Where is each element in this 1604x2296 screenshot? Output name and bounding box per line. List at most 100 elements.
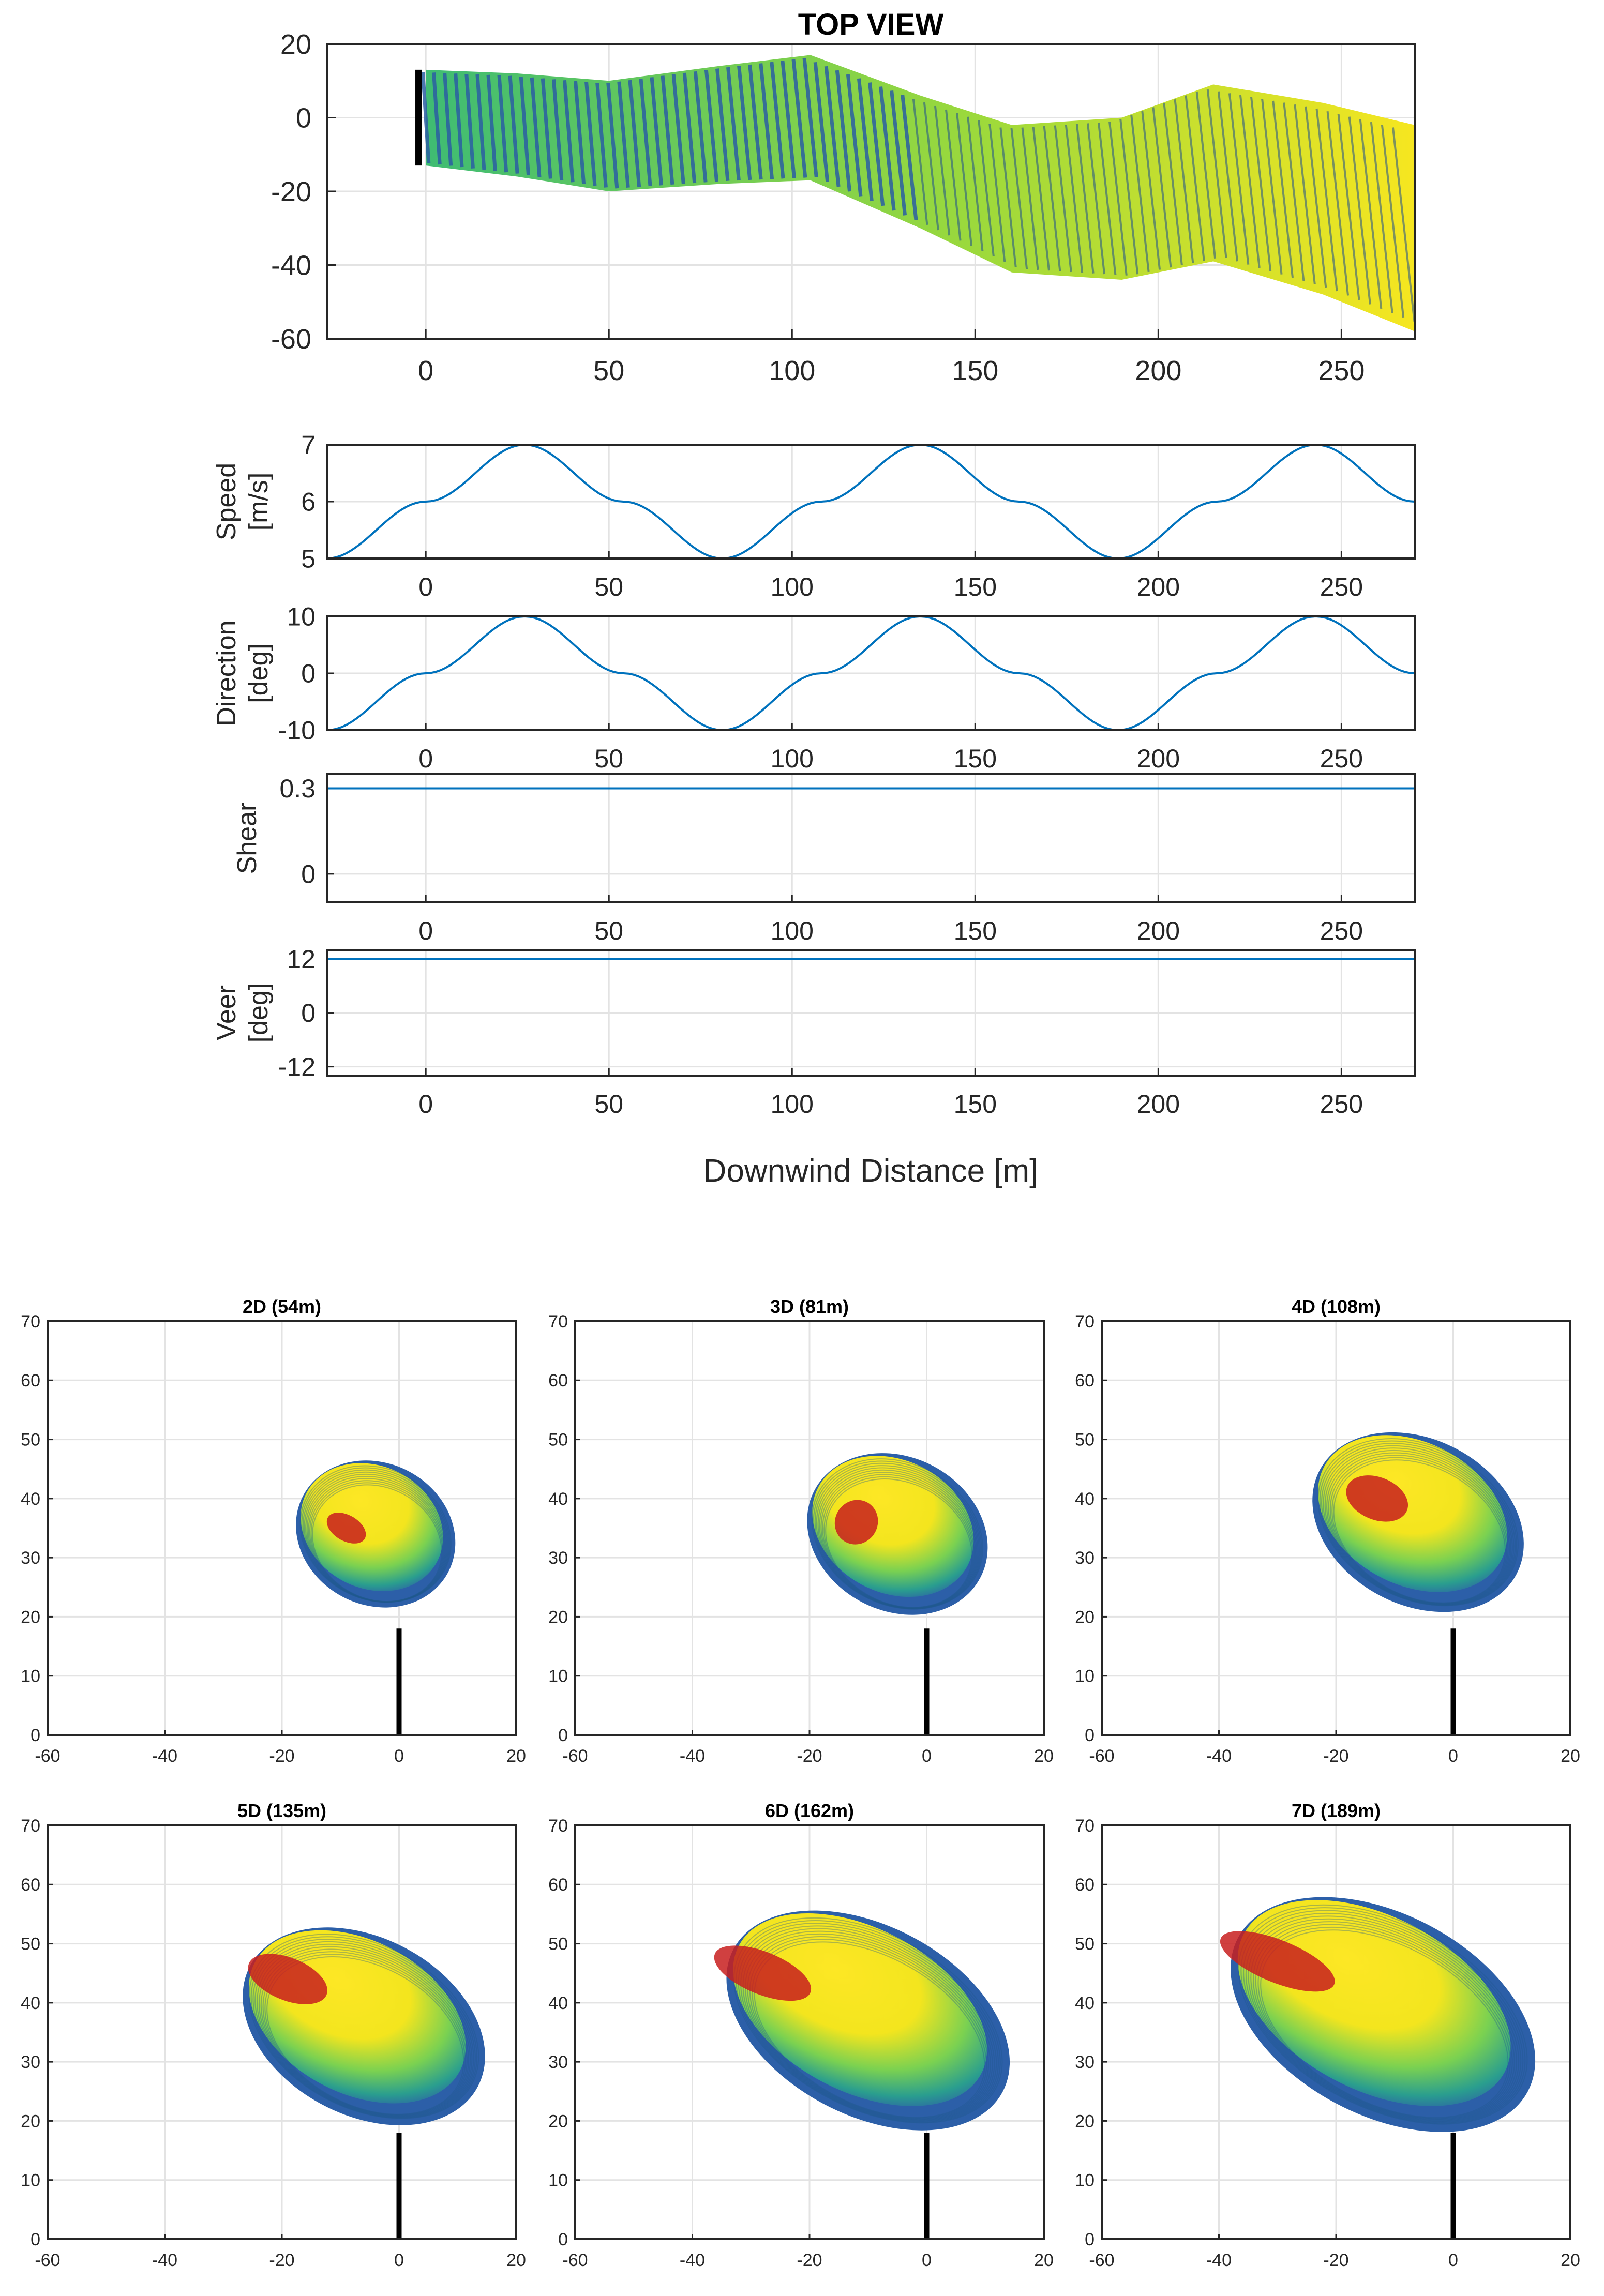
- wake-contour-line: [305, 1473, 447, 1603]
- x-tick-label: -20: [269, 2250, 294, 2270]
- axes-frame-cs2: [47, 1320, 517, 1736]
- y-tick-label: 40: [548, 1993, 568, 2013]
- y-tick-label: 0: [1085, 2230, 1095, 2249]
- y-tick-label: 70: [21, 1816, 40, 1836]
- x-tick-label: 50: [593, 355, 624, 386]
- wake-plume: [421, 55, 1415, 331]
- wake-contour-line: [310, 1482, 443, 1603]
- axes-cs6: -60 -40 -20 0 20 70 60 50 40 30 20 10 0 6D (162m): [548, 1800, 1054, 2270]
- wake-contour-line: [1321, 1443, 1516, 1606]
- vortex-band: [432, 72, 442, 165]
- wake-contour-line: [823, 1476, 974, 1608]
- vortex-band: [1195, 91, 1217, 259]
- vortex-band: [1206, 89, 1227, 259]
- x-tick-label: 250: [1320, 916, 1363, 945]
- x-tick-label: -20: [797, 2250, 822, 2270]
- x-tick-label: 20: [1561, 2250, 1580, 2270]
- vortex-band: [475, 74, 486, 170]
- x-tick-label: 150: [954, 916, 997, 945]
- wake-contour-line: [299, 1465, 452, 1603]
- x-tick-label: 0: [418, 744, 433, 773]
- x-tick-label: 100: [771, 1090, 814, 1119]
- wake-contour-line: [822, 1474, 975, 1609]
- vortex-band: [661, 75, 674, 185]
- cs2-title: 2D (54m): [243, 1296, 321, 1317]
- cs5-title: 5D (135m): [237, 1800, 326, 1821]
- wake-contour-line: [1331, 1457, 1507, 1604]
- vortex-band: [1294, 104, 1316, 284]
- y-tick-label: 60: [1075, 1371, 1095, 1391]
- vortex-band: [846, 74, 863, 197]
- wake-contour-line: [304, 1471, 448, 1603]
- veer-ylabel-line: Veer: [212, 985, 242, 1040]
- x-tick-label: 100: [771, 744, 814, 773]
- wake-body: [301, 1463, 443, 1592]
- vortex-band: [813, 62, 830, 183]
- y-tick-label: 70: [1075, 1816, 1095, 1836]
- axes-frame-cs4: [1101, 1320, 1571, 1736]
- vortex-band: [639, 78, 652, 187]
- axes-frame-top: [326, 43, 1416, 340]
- vortex-band: [1239, 95, 1261, 268]
- x-tick-label: 250: [1320, 1090, 1363, 1119]
- x-tick-label: 250: [1318, 355, 1365, 386]
- x-tick-label: 150: [954, 572, 997, 601]
- x-tick-label: 20: [1034, 1746, 1054, 1766]
- vortex-band: [519, 76, 531, 176]
- x-tick-label: 50: [594, 744, 623, 773]
- vortex-band: [1337, 114, 1360, 300]
- y-tick-label: 10: [21, 2171, 40, 2191]
- wake-contour-line: [312, 1484, 442, 1602]
- wake-contour-line: [1323, 1445, 1515, 1606]
- y-tick-label: 0: [301, 999, 316, 1028]
- wake-contour-line: [1319, 1440, 1518, 1606]
- y-tick-label: 0: [31, 1726, 40, 1745]
- y-tick-label: -12: [278, 1052, 316, 1081]
- vortex-band: [1130, 115, 1150, 273]
- vortex-band: [912, 98, 928, 225]
- x-tick-label: 0: [1448, 2250, 1458, 2270]
- vortex-band: [617, 81, 630, 188]
- y-tick-label: 7: [301, 431, 316, 460]
- top-view-title: TOP VIEW: [798, 8, 944, 41]
- vortex-band: [1370, 122, 1393, 313]
- axes-cs5: -60 -40 -20 0 20 70 60 50 40 30 20 10 0 5D (135m): [21, 1800, 526, 2270]
- x-tick-label: 200: [1137, 916, 1180, 945]
- axes-frame-cs6: [574, 1824, 1045, 2240]
- wake-contour-line: [1326, 1449, 1512, 1605]
- x-tick-label: 200: [1137, 1090, 1180, 1119]
- x-tick-label: 200: [1137, 572, 1180, 601]
- x-tick-label: 50: [594, 1090, 623, 1119]
- y-tick-label: 40: [548, 1489, 568, 1509]
- wake-contour-line: [813, 1460, 982, 1610]
- vortex-band: [1261, 99, 1283, 275]
- x-tick-label: 100: [771, 916, 814, 945]
- vortex-band: [1185, 95, 1205, 261]
- vortex-band: [704, 70, 719, 182]
- y-tick-label: -20: [271, 176, 311, 207]
- y-tick-label: -10: [278, 716, 316, 745]
- x-tick-label: 0: [418, 1090, 433, 1119]
- y-tick-label: 10: [548, 1667, 568, 1686]
- y-tick-label: 20: [548, 1607, 568, 1627]
- y-tick-label: 10: [21, 1667, 40, 1686]
- vortex-band: [791, 59, 807, 178]
- direction-ylabel-line: Direction: [212, 620, 242, 726]
- vortex-band: [967, 116, 984, 251]
- x-tick-label: 0: [394, 1746, 404, 1766]
- x-tick-label: -20: [269, 1746, 294, 1766]
- y-tick-label: 10: [548, 2171, 568, 2191]
- wake-contour-line: [1324, 1447, 1513, 1605]
- wake-contour-line: [1329, 1455, 1509, 1604]
- axes-frame-cs5: [47, 1824, 517, 2240]
- vortex-band: [1065, 124, 1084, 273]
- cs6-title: 6D (162m): [765, 1800, 854, 1821]
- x-tick-label: -20: [797, 1746, 822, 1766]
- y-tick-label: 40: [1075, 1489, 1095, 1509]
- axes-frame-veer: [326, 949, 1416, 1077]
- vortex-band: [1108, 122, 1128, 276]
- vortex-band: [1141, 111, 1161, 270]
- wake-contour-line: [309, 1480, 444, 1603]
